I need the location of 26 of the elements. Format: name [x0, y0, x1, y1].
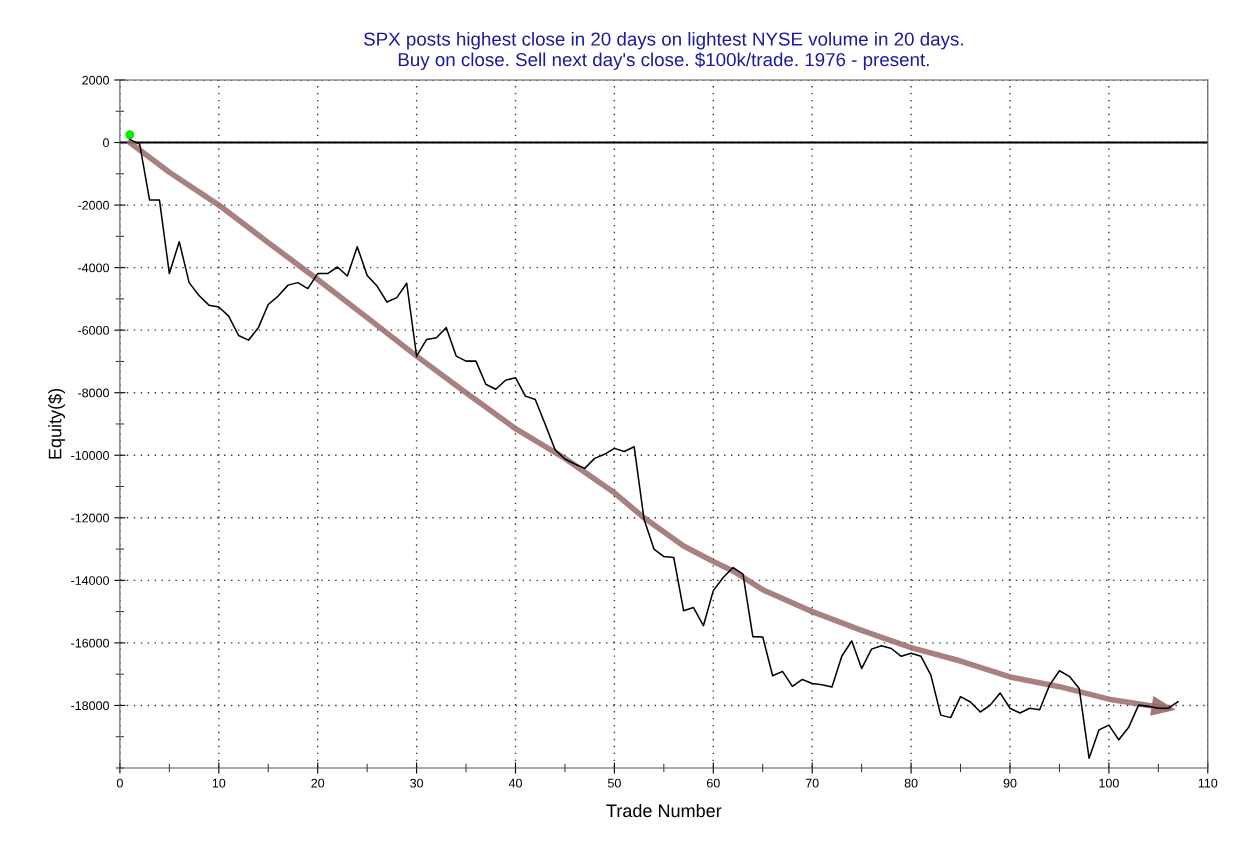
- y-axis-title: Equity($): [47, 388, 66, 459]
- x-tick-label: 90: [1003, 778, 1017, 788]
- y-tick-label: -8000: [78, 388, 109, 398]
- y-tick-label: -18000: [71, 701, 109, 711]
- x-tick-label: 110: [1198, 778, 1218, 788]
- y-tick-label: -2000: [78, 200, 109, 210]
- x-tick-label: 30: [410, 778, 424, 788]
- x-tick-label: 50: [607, 778, 621, 788]
- y-tick-label: -14000: [71, 576, 109, 585]
- x-tick-label: 20: [311, 778, 325, 788]
- x-tick-label: 70: [805, 778, 819, 788]
- y-tick-label: -12000: [71, 513, 109, 523]
- y-tick-label: -10000: [71, 451, 109, 460]
- x-axis-title: Trade Number: [606, 803, 722, 818]
- x-tick-label: 40: [508, 778, 522, 788]
- x-tick-label: 100: [1099, 778, 1119, 788]
- chart-title: SPX posts highest close in 20 days on lightest NYSE volume in 20 days. Buy on close. Sell next day's close. $100k/trade. 1976 - present.: [364, 31, 963, 70]
- y-tick-label: 0: [103, 138, 109, 148]
- y-tick-label: -4000: [78, 263, 109, 273]
- x-tick-label: 10: [212, 778, 226, 788]
- y-tick-label: -16000: [71, 638, 109, 648]
- y-tick-label: -6000: [78, 325, 109, 335]
- x-tick-label: 80: [904, 778, 918, 788]
- x-tick-label: 0: [116, 778, 123, 788]
- y-tick-label: 2000: [82, 75, 109, 85]
- x-tick-label: 60: [706, 778, 720, 788]
